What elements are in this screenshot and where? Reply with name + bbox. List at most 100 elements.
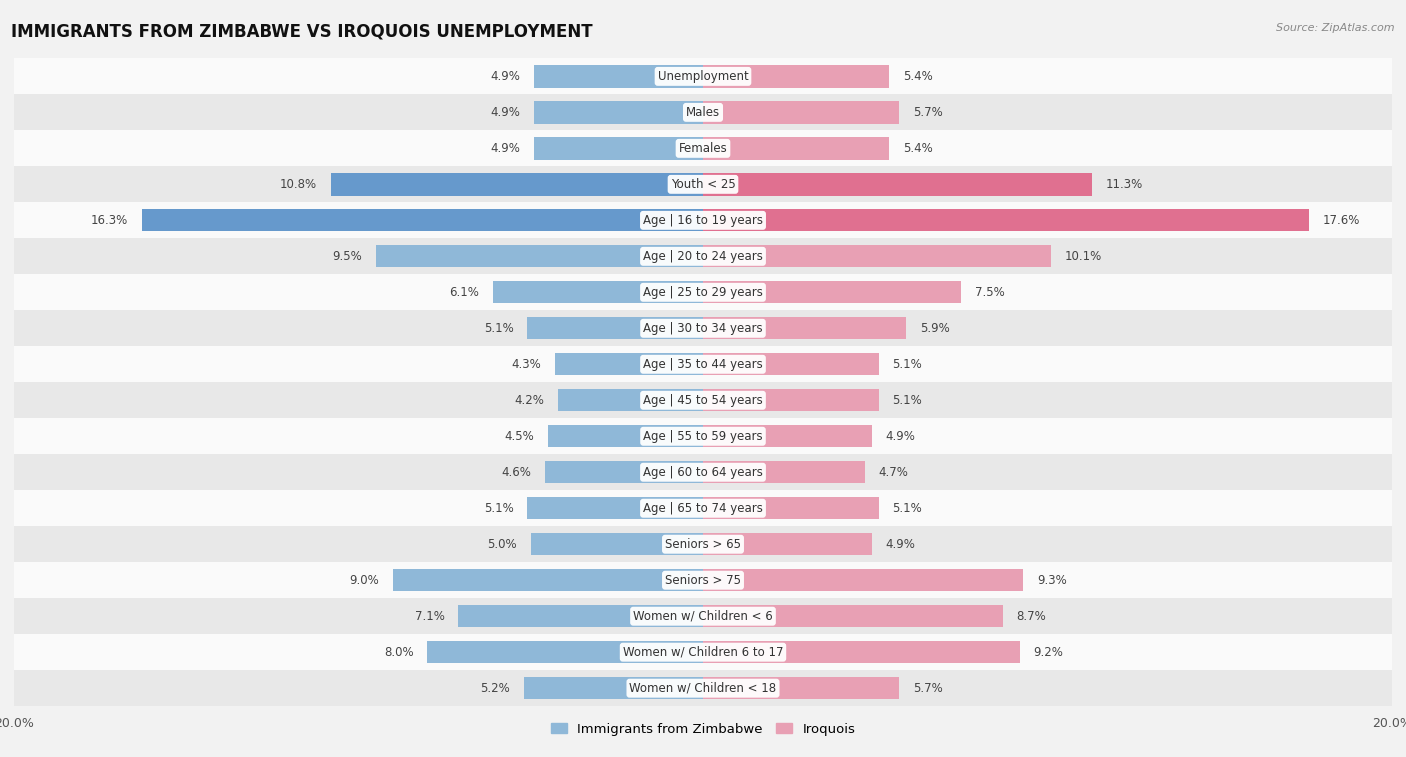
Text: 9.0%: 9.0% (350, 574, 380, 587)
Text: 5.1%: 5.1% (484, 502, 513, 515)
Bar (14, 310, 1392, 346)
Text: 4.2%: 4.2% (515, 394, 544, 407)
Text: 5.1%: 5.1% (893, 502, 922, 515)
Bar (427, 641, 703, 663)
Text: 10.8%: 10.8% (280, 178, 318, 191)
Bar (703, 317, 907, 339)
Bar (14, 382, 1392, 419)
Text: Source: ZipAtlas.com: Source: ZipAtlas.com (1277, 23, 1395, 33)
Text: Seniors > 65: Seniors > 65 (665, 537, 741, 551)
Text: 11.3%: 11.3% (1107, 178, 1143, 191)
Bar (14, 95, 1392, 130)
Text: 4.7%: 4.7% (879, 466, 908, 478)
Bar (703, 209, 1309, 232)
Text: Females: Females (679, 142, 727, 155)
Bar (703, 137, 889, 160)
Text: Age | 60 to 64 years: Age | 60 to 64 years (643, 466, 763, 478)
Bar (14, 130, 1392, 167)
Text: 8.0%: 8.0% (384, 646, 413, 659)
Bar (392, 569, 703, 591)
Text: 8.7%: 8.7% (1017, 609, 1046, 623)
Bar (142, 209, 703, 232)
Bar (703, 65, 889, 88)
Text: Age | 65 to 74 years: Age | 65 to 74 years (643, 502, 763, 515)
Bar (531, 533, 703, 556)
Text: 4.6%: 4.6% (501, 466, 531, 478)
Bar (14, 526, 1392, 562)
Bar (458, 605, 703, 628)
Text: 9.5%: 9.5% (332, 250, 361, 263)
Bar (494, 281, 703, 304)
Bar (558, 389, 703, 412)
Bar (703, 533, 872, 556)
Text: Women w/ Children < 6: Women w/ Children < 6 (633, 609, 773, 623)
Bar (703, 245, 1050, 267)
Bar (527, 497, 703, 519)
Bar (14, 491, 1392, 526)
Text: 5.4%: 5.4% (903, 70, 932, 83)
Bar (524, 677, 703, 699)
Text: 4.9%: 4.9% (491, 70, 520, 83)
Bar (534, 137, 703, 160)
Bar (14, 598, 1392, 634)
Bar (14, 274, 1392, 310)
Text: Males: Males (686, 106, 720, 119)
Text: 5.1%: 5.1% (484, 322, 513, 335)
Text: 4.9%: 4.9% (886, 537, 915, 551)
Bar (534, 101, 703, 123)
Text: Age | 35 to 44 years: Age | 35 to 44 years (643, 358, 763, 371)
Text: 9.3%: 9.3% (1038, 574, 1067, 587)
Text: 5.7%: 5.7% (912, 682, 943, 695)
Text: 10.1%: 10.1% (1064, 250, 1102, 263)
Text: 7.1%: 7.1% (415, 609, 444, 623)
Text: Age | 25 to 29 years: Age | 25 to 29 years (643, 286, 763, 299)
Text: 17.6%: 17.6% (1323, 213, 1361, 227)
Bar (703, 173, 1092, 195)
Text: 5.7%: 5.7% (912, 106, 943, 119)
Text: 9.2%: 9.2% (1033, 646, 1063, 659)
Text: 5.9%: 5.9% (920, 322, 950, 335)
Text: 16.3%: 16.3% (90, 213, 128, 227)
Text: 5.2%: 5.2% (481, 682, 510, 695)
Text: Seniors > 75: Seniors > 75 (665, 574, 741, 587)
Bar (14, 346, 1392, 382)
Bar (703, 281, 962, 304)
Bar (14, 202, 1392, 238)
Bar (14, 634, 1392, 670)
Bar (534, 65, 703, 88)
Text: Women w/ Children < 18: Women w/ Children < 18 (630, 682, 776, 695)
Text: 5.1%: 5.1% (893, 394, 922, 407)
Bar (548, 425, 703, 447)
Bar (14, 454, 1392, 491)
Bar (14, 670, 1392, 706)
Bar (703, 101, 900, 123)
Bar (703, 461, 865, 484)
Text: 5.1%: 5.1% (893, 358, 922, 371)
Text: Unemployment: Unemployment (658, 70, 748, 83)
Bar (330, 173, 703, 195)
Text: Age | 16 to 19 years: Age | 16 to 19 years (643, 213, 763, 227)
Bar (703, 641, 1019, 663)
Bar (14, 562, 1392, 598)
Text: Women w/ Children 6 to 17: Women w/ Children 6 to 17 (623, 646, 783, 659)
Bar (14, 238, 1392, 274)
Bar (555, 353, 703, 375)
Text: 6.1%: 6.1% (450, 286, 479, 299)
Text: 4.9%: 4.9% (886, 430, 915, 443)
Text: 5.4%: 5.4% (903, 142, 932, 155)
Bar (703, 425, 872, 447)
Text: 7.5%: 7.5% (976, 286, 1005, 299)
Text: Youth < 25: Youth < 25 (671, 178, 735, 191)
Bar (703, 605, 1002, 628)
Text: Age | 45 to 54 years: Age | 45 to 54 years (643, 394, 763, 407)
Bar (14, 58, 1392, 95)
Bar (527, 317, 703, 339)
Text: 5.0%: 5.0% (488, 537, 517, 551)
Bar (544, 461, 703, 484)
Bar (703, 389, 879, 412)
Text: Age | 20 to 24 years: Age | 20 to 24 years (643, 250, 763, 263)
Bar (703, 677, 900, 699)
Bar (703, 353, 879, 375)
Text: IMMIGRANTS FROM ZIMBABWE VS IROQUOIS UNEMPLOYMENT: IMMIGRANTS FROM ZIMBABWE VS IROQUOIS UNE… (11, 23, 593, 41)
Text: Age | 30 to 34 years: Age | 30 to 34 years (643, 322, 763, 335)
